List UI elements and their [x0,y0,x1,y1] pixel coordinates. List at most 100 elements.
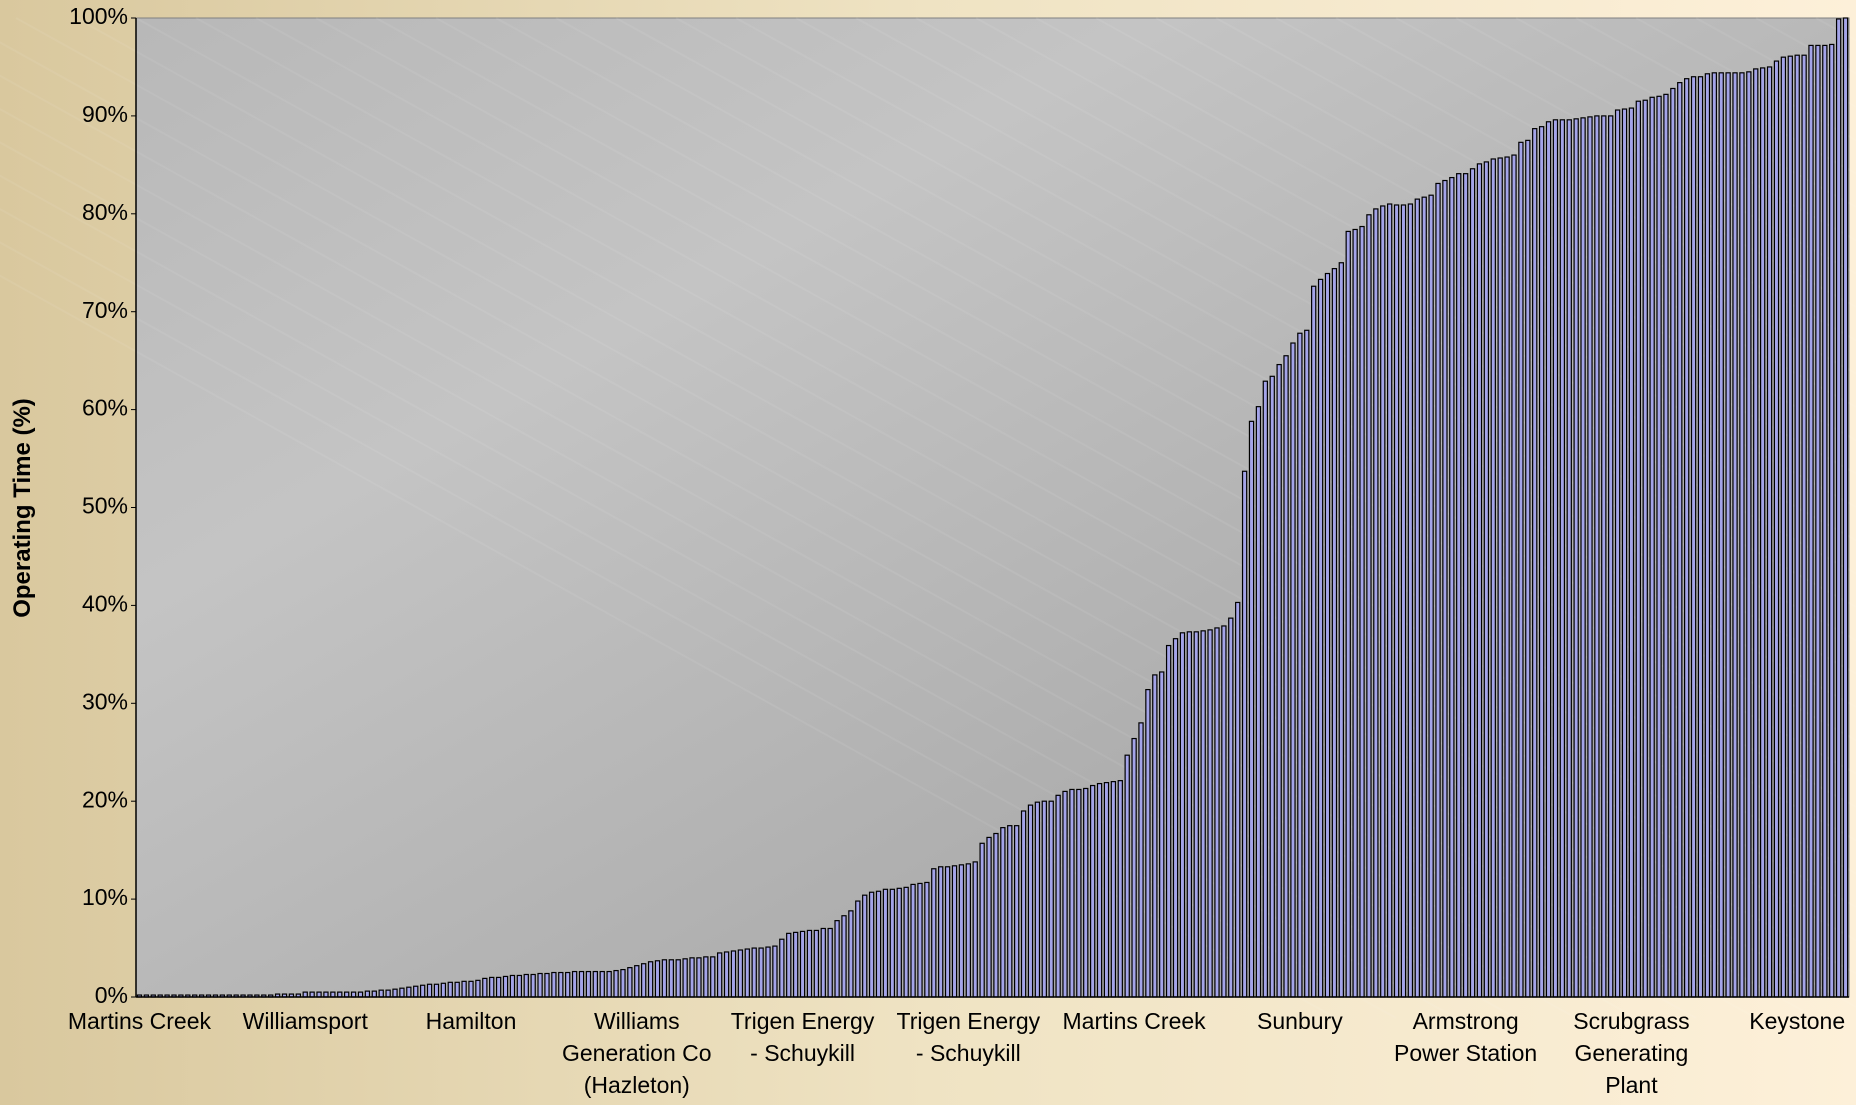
sheen-line [1095,17,1856,442]
bar [1656,95,1662,998]
x-tick-label: Martins Creek [1063,1008,1207,1034]
bar [392,988,398,998]
bar [675,959,681,998]
bar [1255,406,1262,998]
y-tick-label: 0% [95,982,128,1008]
bar [544,972,550,998]
bar [1193,631,1199,998]
bar [1027,804,1034,998]
bar [1159,671,1165,998]
bar [1400,204,1407,998]
bar [399,987,405,998]
bar [1172,638,1179,998]
bar [1442,179,1448,998]
y-tick-label: 90% [82,101,128,127]
y-tick-label: 60% [82,395,128,421]
bar [530,973,536,998]
bar [1538,126,1545,998]
x-tick-label: Armstrong Power Station [1394,1008,1537,1066]
bar [1366,214,1372,998]
bar [571,970,578,998]
bar [1110,781,1117,998]
x-tick-label: Hamilton [426,1008,517,1034]
bar [772,945,778,998]
bar [1773,60,1780,998]
bar [1663,93,1669,998]
bar [965,863,971,998]
bar [1269,375,1275,998]
bar [1580,117,1586,998]
bar [1297,332,1303,998]
bar [599,970,605,998]
sheen-line [0,241,1397,1019]
bar [862,894,868,998]
bar [786,932,792,998]
bar [834,920,840,998]
bar [1642,99,1648,998]
bar [1428,194,1434,998]
bar [523,973,529,998]
bar [468,980,474,998]
bar [1007,825,1013,998]
bar [730,950,737,998]
bar [551,971,557,998]
bar [744,948,750,998]
bar [944,866,951,998]
bar [1207,629,1213,998]
bar [682,958,688,998]
bar [592,970,599,998]
bar [1138,722,1144,998]
bar [385,989,391,998]
bar [1594,115,1600,998]
bar [661,959,668,998]
bar [371,990,377,998]
bar [1062,790,1068,998]
bar [979,842,985,998]
bar [1096,782,1103,998]
bar [689,957,695,998]
bar [1228,617,1234,998]
bar [1559,119,1566,998]
bar [1621,108,1628,998]
bar [1248,420,1255,998]
bar [606,970,612,998]
bar [1753,68,1759,998]
bar [1221,625,1227,998]
bar [813,929,820,998]
bar [1338,262,1344,998]
bar [1214,627,1220,998]
bar [1000,827,1006,998]
bar [1718,72,1724,998]
bar [461,980,467,998]
bar [1483,161,1490,998]
bar [1076,788,1082,998]
x-tick-label: Williams Generation Co (Hazleton) [562,1008,712,1098]
bar [1815,44,1821,998]
sheen-line [1035,17,1856,475]
bar [1704,73,1711,998]
bar [1518,141,1524,998]
bar [502,975,509,998]
bar [565,971,571,998]
bar [841,915,847,998]
y-tick-label: 20% [82,786,128,812]
bar [951,865,958,998]
bar [1435,182,1441,998]
bar [1359,225,1365,998]
sheen-line [375,17,1856,842]
bar [1200,630,1206,998]
y-tick-label: 50% [82,493,128,519]
bar [1462,173,1469,998]
bar [1649,96,1655,998]
sheen-line [0,141,1577,1019]
sheen-line [0,41,1757,1019]
bar [1179,632,1186,998]
bar [647,961,654,998]
bar [509,974,516,998]
bar [1835,18,1842,998]
bar [710,956,716,998]
bar [938,866,944,998]
bar [1822,44,1828,998]
